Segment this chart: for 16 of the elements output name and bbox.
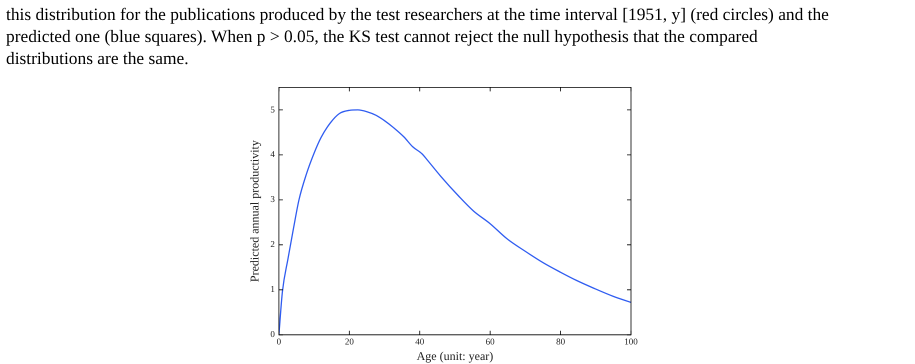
x-tick-label: 0 xyxy=(276,336,282,347)
x-tick-label: 40 xyxy=(415,336,425,347)
line-series xyxy=(278,109,631,335)
y-tick-label: 2 xyxy=(270,239,275,250)
x-tick-label: 80 xyxy=(556,336,566,347)
y-tick-label: 0 xyxy=(270,329,276,340)
x-tick-label: 20 xyxy=(344,336,354,347)
x-axis-title: Age (unit: year) xyxy=(416,348,494,363)
x-tick-label: 100 xyxy=(624,336,638,347)
y-tick-label: 5 xyxy=(270,104,276,114)
text: this distribution for the publications produced by the test researchers at the time interval [1951, y] (red circles) and the predicted one (blue squares). When p > 0.05, the KS test cannot reject the null hypothesis that the compared distributions are the same. xyxy=(6,3,830,69)
y-tick-label: 4 xyxy=(270,149,276,160)
x-tick-label: 60 xyxy=(486,336,496,347)
y-axis-title: Predicted annual productivity xyxy=(247,140,262,282)
y-tick-label: 1 xyxy=(270,284,275,294)
y-tick-label: 3 xyxy=(270,194,276,204)
